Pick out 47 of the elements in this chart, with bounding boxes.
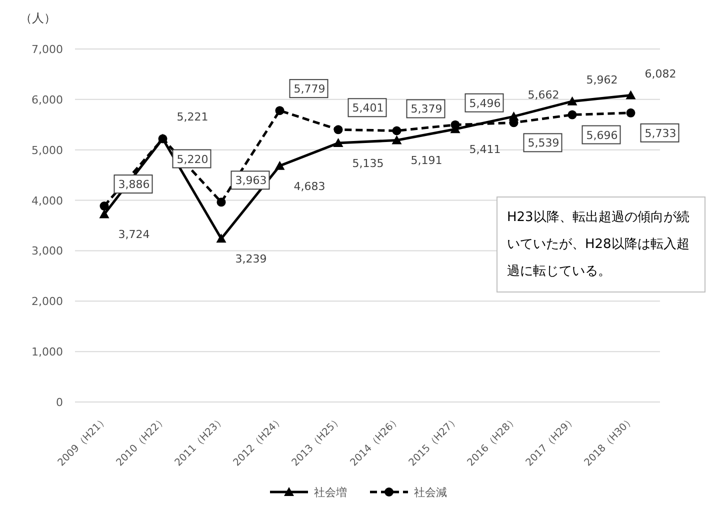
y-tick-label: 3,000 [32, 244, 63, 258]
data-label: 5,662 [528, 88, 560, 102]
legend-label: 社会増 [314, 486, 347, 499]
data-label: 3,886 [118, 178, 150, 192]
data-label: 5,191 [410, 154, 442, 168]
annotation: H23以降、転出超過の傾向が続いていたが、H28以降は転入超過に転じている。 [507, 210, 690, 279]
data-label: 5,962 [586, 73, 618, 86]
point [568, 110, 577, 120]
data-label: 5,401 [352, 102, 384, 115]
data-label: 5,733 [644, 126, 676, 140]
data-label: 5,696 [586, 128, 618, 142]
point [334, 125, 343, 134]
y-tick-label: 1,000 [32, 346, 63, 359]
data-label: 3,963 [235, 174, 267, 188]
y-tick-label: 7,000 [32, 43, 63, 56]
point [100, 202, 109, 211]
y-tick-label: 0 [56, 396, 63, 409]
point [567, 96, 578, 106]
legend-label: 社会減 [414, 486, 447, 499]
data-label: 5,539 [528, 136, 560, 150]
data-label: 6,082 [644, 67, 676, 80]
point [392, 135, 402, 144]
data-label: 5,779 [294, 82, 326, 96]
point [626, 90, 636, 100]
data-label: 5,496 [469, 96, 501, 110]
point [392, 126, 402, 136]
point [333, 138, 344, 148]
y-tick-label: 2,000 [32, 295, 63, 308]
y-axis-title: （人） [20, 11, 56, 25]
point [216, 198, 226, 207]
point [216, 234, 226, 243]
y-tick-label: 4,000 [32, 194, 63, 208]
data-label: 3,724 [118, 228, 150, 242]
data-label: 5,221 [176, 110, 208, 124]
data-label: 5,411 [469, 143, 501, 156]
point [99, 209, 110, 218]
data-label: 5,220 [176, 152, 208, 166]
y-tick-label: 5,000 [32, 144, 63, 157]
data-label: 5,379 [410, 102, 442, 116]
data-label: 5,135 [352, 157, 384, 170]
data-label: 4,683 [294, 180, 326, 193]
y-tick-label: 6,000 [32, 93, 63, 106]
point [274, 160, 285, 170]
point [275, 106, 284, 116]
point [626, 108, 636, 118]
point [450, 120, 460, 130]
data-label: 3,239 [235, 252, 267, 266]
